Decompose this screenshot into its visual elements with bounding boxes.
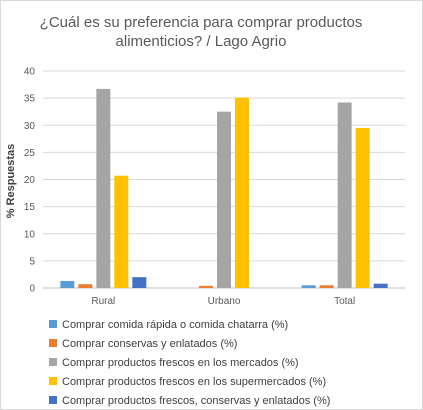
legend-item: Comprar productos frescos en los mercado… <box>49 357 299 369</box>
y-tick-label: 40 <box>24 67 36 78</box>
x-tick-label: Total <box>334 296 355 307</box>
bar <box>235 97 249 289</box>
chart-title-line-2: alimenticios? / Lago Agrio <box>116 33 287 50</box>
bar <box>373 283 388 288</box>
bars <box>60 88 388 289</box>
legend-swatch <box>49 358 57 366</box>
legend: Comprar comida rápida o comida chatarra … <box>49 319 330 407</box>
legend-label: Comprar productos frescos en los mercado… <box>62 357 299 369</box>
legend-label: Comprar conservas y enlatados (%) <box>62 338 237 350</box>
y-axis-title: % Respuestas <box>5 144 17 219</box>
y-tick-labels: 0 5 10 15 20 25 30 35 40 <box>24 67 36 295</box>
bar <box>60 280 75 288</box>
bar <box>114 175 129 288</box>
y-tick-label: 5 <box>29 256 35 267</box>
legend-swatch <box>49 339 57 347</box>
y-tick-label: 0 <box>29 284 35 295</box>
y-tick-label: 10 <box>24 229 36 240</box>
bar <box>319 285 334 288</box>
bar <box>217 111 231 288</box>
bar <box>301 285 316 288</box>
x-tick-label: Rural <box>91 296 115 307</box>
bar <box>78 284 93 288</box>
bar <box>96 88 111 288</box>
legend-item: Comprar comida rápida o comida chatarra … <box>49 319 288 331</box>
bar <box>355 127 370 289</box>
legend-swatch <box>49 320 57 328</box>
y-tick-label: 30 <box>24 121 36 132</box>
y-tick-label: 35 <box>24 94 36 105</box>
legend-item: Comprar conservas y enlatados (%) <box>49 338 237 350</box>
chart-title-line-1: ¿Cuál es su preferencia para comprar pro… <box>40 14 363 31</box>
x-tick-label: Urbano <box>208 296 241 307</box>
legend-label: Comprar productos frescos, conservas y e… <box>62 395 330 407</box>
legend-swatch <box>49 377 57 385</box>
legend-label: Comprar comida rápida o comida chatarra … <box>62 319 288 331</box>
legend-item: Comprar productos frescos, conservas y e… <box>49 395 330 407</box>
y-tick-label: 25 <box>24 148 36 159</box>
bar <box>132 277 147 288</box>
legend-swatch <box>49 396 57 404</box>
legend-item: Comprar productos frescos en los superme… <box>49 376 326 388</box>
chart-title: ¿Cuál es su preferencia para comprar pro… <box>40 14 363 50</box>
bar <box>199 285 213 288</box>
y-tick-label: 20 <box>24 175 36 186</box>
legend-label: Comprar productos frescos en los superme… <box>62 376 326 388</box>
y-tick-label: 15 <box>24 202 36 213</box>
bar <box>337 102 352 288</box>
x-tick-labels: Rural Urbano Total <box>91 296 355 307</box>
